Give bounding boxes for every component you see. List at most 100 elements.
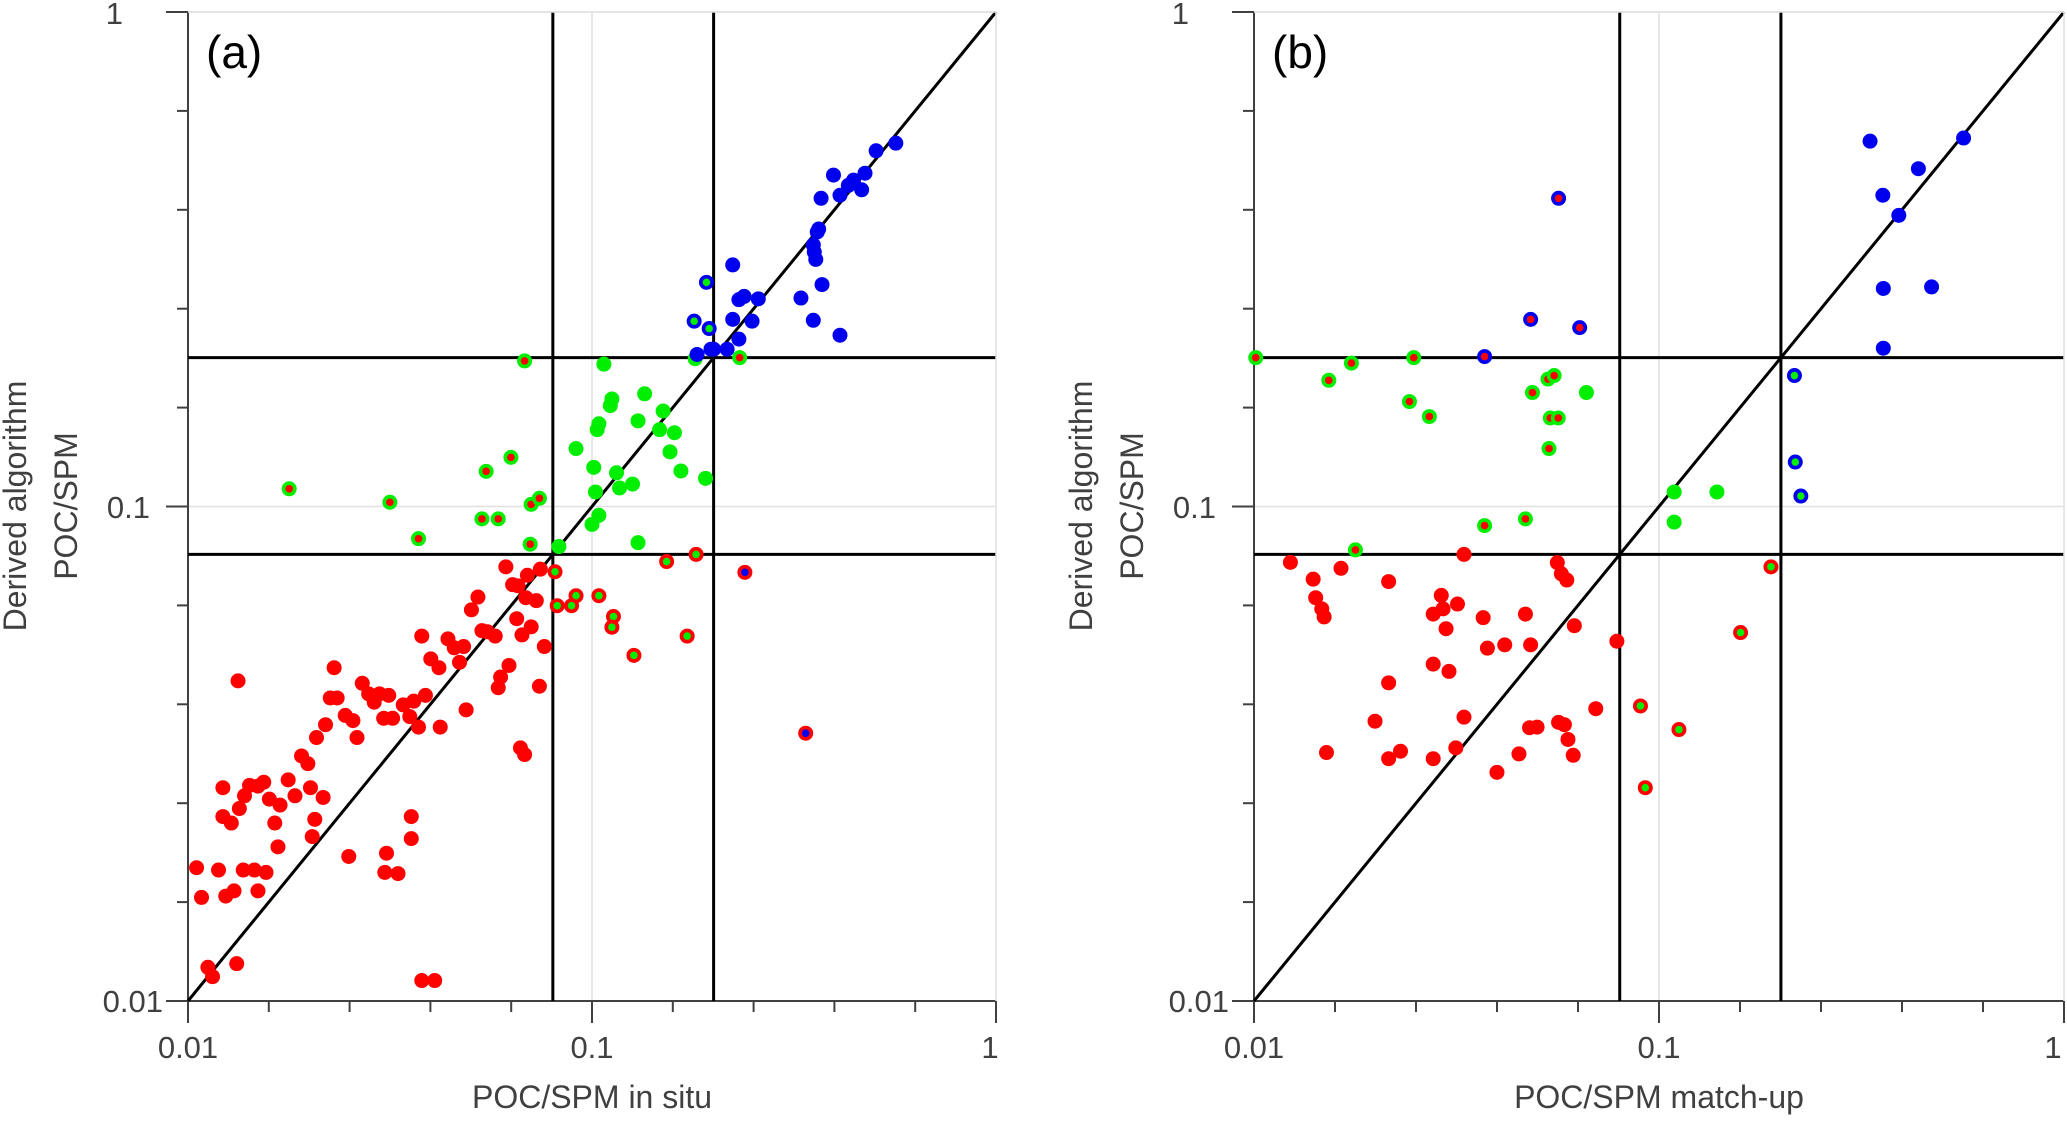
panel-b-point-red-41 (1609, 633, 1625, 649)
panel-a-point-red-28 (300, 756, 316, 772)
panel-b-point-red-23 (1456, 546, 1472, 562)
panel-b-y-axis-label-line2: POC/SPM (1114, 432, 1150, 580)
panel-b-point-center-blue-outer-green-inner-1 (1791, 458, 1800, 466)
panel-a-point-center-green-outer-red-inner-5 (478, 515, 486, 523)
panel-a-series-green (551, 351, 714, 555)
panel-b-point-red-25 (1497, 637, 1513, 653)
panel-b-point-blue-4 (1891, 207, 1907, 223)
panel-a-series-red (189, 559, 552, 989)
panel-a-point-red-56 (414, 628, 430, 644)
panel-a-point-green-6 (602, 398, 618, 414)
panel-b-point-red-17 (1438, 621, 1454, 637)
panel-a-point-green-7 (586, 459, 602, 475)
panel-a-point-center-red-outer-green-inner-6 (608, 623, 616, 632)
panel-a-point-blue-9 (736, 288, 752, 304)
panel-a-point-green-12 (625, 476, 641, 492)
panel-a-point-green-14 (637, 386, 653, 402)
panel-a-point-center-green-outer-red-inner-8 (535, 494, 544, 503)
panel-a-series-green-outer-red-inner (281, 350, 748, 552)
panel-a-x-tick-0: 0.01 (158, 1030, 218, 1065)
panel-b-point-red-1 (1305, 571, 1321, 587)
panel-a-x-axis-label: POC/SPM in situ (472, 1079, 712, 1115)
panel-b-x-axis-label: POC/SPM match-up (1514, 1079, 1804, 1115)
panel-a-point-red-45 (377, 864, 393, 880)
panel-b-point-red-27 (1517, 606, 1533, 622)
panel-a-point-green-11 (612, 480, 628, 496)
panel-a-point-red-23 (267, 815, 283, 831)
panel-a-point-red-86 (427, 973, 443, 989)
panel-a-point-blue-2 (719, 341, 735, 357)
panel-a-point-red-47 (381, 687, 397, 703)
panel-b-point-red-22 (1489, 764, 1505, 780)
panel-b-point-center-green-outer-red-inner-13 (1480, 521, 1489, 530)
panel-a-label: (a) (206, 26, 262, 78)
panel-a-point-red-66 (463, 602, 479, 618)
panel-a-point-red-21 (256, 774, 272, 790)
panel-a-point-blue-1 (706, 341, 722, 357)
panel-a-point-blue-20 (825, 167, 841, 183)
panel-b-point-center-green-outer-red-inner-0 (1251, 353, 1260, 362)
panel-b-point-red-38 (1565, 747, 1581, 763)
panel-a-point-green-21 (698, 470, 714, 486)
panel-a-series-red-outer-green-inner (547, 546, 704, 663)
panel-b-point-red-36 (1551, 714, 1567, 730)
panel-b-point-green-1 (1666, 484, 1682, 500)
panel-b-point-green-0 (1578, 385, 1594, 401)
panel-a-point-red-53 (403, 831, 419, 847)
panel-a-point-red-88 (315, 789, 331, 805)
panel-b-point-center-green-outer-red-inner-12 (1521, 515, 1530, 523)
panel-b-series-red-outer-green-inner (1632, 559, 1779, 796)
panel-a-point-center-green-outer-red-inner-0 (285, 484, 293, 493)
panel-a-point-green-15 (630, 413, 646, 429)
panel-a-point-blue-8 (750, 291, 766, 307)
panel-b-point-center-green-outer-red-inner-11 (1545, 444, 1553, 453)
panel-b-series-red (1282, 546, 1625, 780)
panel-b-point-center-green-outer-red-inner-5 (1425, 412, 1434, 421)
panel-a-point-center-red-outer-green-inner-7 (630, 651, 638, 660)
panel-a-point-red-59 (431, 660, 447, 676)
panel-a-point-blue-19 (811, 221, 827, 237)
panel-a-point-center-red-outer-green-inner-10 (692, 550, 700, 559)
panel-a-point-red-51 (402, 709, 418, 725)
panel-a-point-green-19 (662, 444, 678, 460)
panel-a-point-red-8 (226, 883, 242, 899)
panel-a-point-red-64 (456, 639, 472, 655)
panel-a-point-center-blue-outer-green-inner-2 (705, 324, 713, 333)
panel-a-point-center-red-outer-green-inner-0 (551, 567, 559, 576)
panel-b-point-red-21 (1425, 751, 1441, 767)
panel-b: (b) 0.01 0.1 1 0.01 0.1 1 POC/SPM match-… (1063, 0, 2066, 1115)
panel-b-point-blue-0 (1862, 133, 1878, 149)
panel-a-y-axis-label-line1: Derived algorithm (0, 381, 33, 632)
panel-b-point-red-39 (1566, 618, 1582, 634)
panel-a-point-red-75 (509, 611, 525, 627)
panel-b-series-green-outer-red-inner (1248, 350, 1566, 558)
panel-a-point-red-0 (189, 860, 205, 876)
panel-a-point-center-green-outer-red-inner-10 (520, 357, 529, 365)
panel-a-point-red-15 (215, 780, 231, 796)
panel-a-point-red-26 (287, 788, 303, 804)
panel-b-plot-area (1232, 11, 2066, 1023)
panel-a-point-red-90 (519, 567, 535, 583)
panel-a-point-red-91 (532, 561, 548, 577)
panel-a-point-blue-27 (888, 135, 904, 151)
panel-a-point-green-16 (652, 422, 668, 438)
panel-a-point-red-79 (523, 619, 539, 635)
panel-a-point-center-green-outer-red-inner-3 (482, 467, 490, 476)
panel-a-point-center-red-outer-green-inner-8 (662, 557, 671, 566)
panel-a-point-green-8 (587, 484, 603, 500)
panel-a-point-red-13 (270, 839, 286, 855)
panel-a-point-red-10 (246, 862, 262, 878)
panel-a-point-green-17 (655, 403, 671, 419)
panel-b-point-red-2 (1308, 590, 1324, 606)
panel-a-point-blue-0 (689, 346, 705, 362)
panel-a-point-blue-16 (806, 244, 822, 260)
panel-b-series-green (1578, 385, 1725, 530)
panel-b-point-red-40 (1588, 701, 1604, 717)
panel-a-x-tick-1: 0.1 (570, 1030, 613, 1065)
panel-a-point-center-green-outer-red-inner-4 (507, 453, 515, 462)
panel-a-y-axis-label-line2: POC/SPM (48, 432, 84, 580)
panel-a-point-blue-26 (868, 143, 884, 159)
panel-b-point-red-9 (1367, 713, 1383, 729)
panel-a-point-blue-12 (814, 277, 830, 293)
